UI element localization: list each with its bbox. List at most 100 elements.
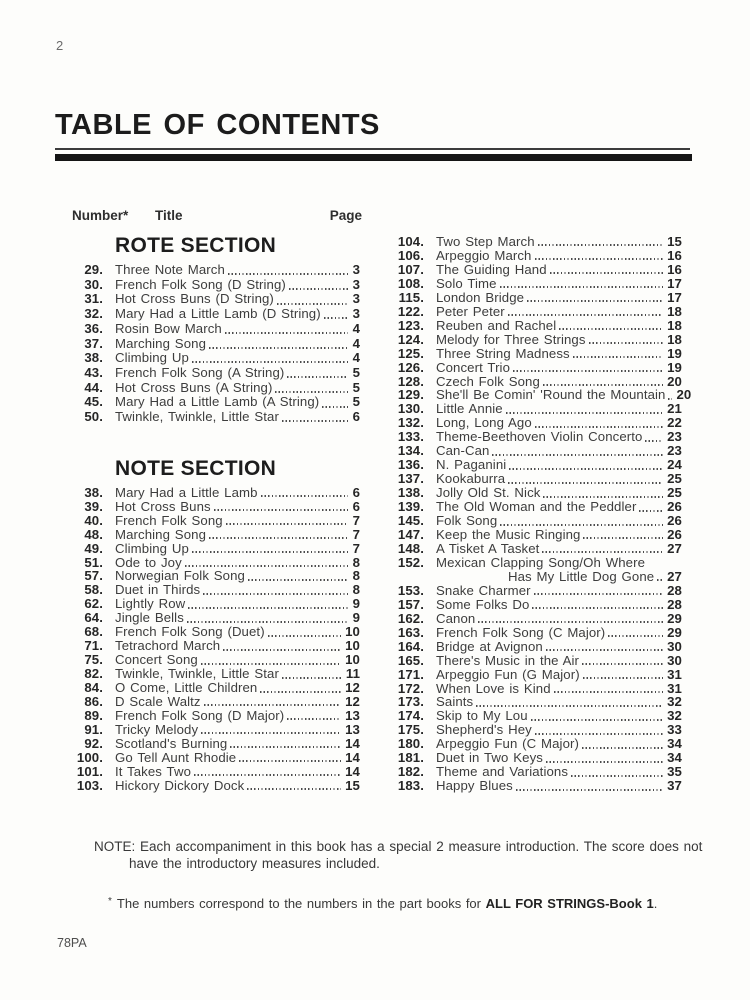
- entry-number: 130.: [397, 401, 424, 417]
- rote-section: ROTE SECTION 29. Three Note March 3 30. Fren…: [62, 234, 360, 425]
- toc-entry: 50. Twinkle, Twinkle, Little Star 6: [62, 409, 360, 425]
- toc-entry-continuation: Has My Little Dog Gone 27: [394, 568, 682, 584]
- entry-number: 174.: [397, 708, 424, 724]
- entry-page: 10: [345, 638, 360, 654]
- toc-entry: 157. Some Folks Do 28: [394, 596, 682, 612]
- entry-number: 124.: [397, 331, 424, 347]
- entry-page: 6: [352, 409, 360, 425]
- entry-page: 14: [345, 749, 360, 765]
- toc-entry: 104. Two Step March 15: [394, 235, 682, 249]
- entry-title: Mary Had a Little Lamb (A String): [115, 394, 320, 410]
- entry-title: Hot Cross Buns (A String): [115, 379, 273, 395]
- entry-title: Tricky Melody: [115, 721, 199, 737]
- toc-entry: 134. Can-Can 23: [394, 444, 682, 458]
- dotted-leader: [227, 273, 348, 276]
- toc-entry: 45. Mary Had a Little Lamb (A String) 5: [62, 395, 360, 410]
- entry-number: 104.: [397, 234, 424, 249]
- toc-entry: 58. Duet in Thirds 8: [62, 583, 360, 597]
- entry-title: Three String Madness: [436, 345, 570, 361]
- toc-entry: 126. Concert Trio 19: [394, 359, 682, 375]
- dotted-leader: [260, 690, 342, 693]
- entry-page: 28: [667, 596, 682, 612]
- dotted-leader: [508, 481, 664, 484]
- entry-page: 3: [352, 262, 360, 277]
- entry-title: Concert Song: [115, 652, 198, 668]
- dotted-leader: [582, 746, 664, 749]
- toc-entry: 49. Climbing Up 7: [62, 541, 360, 556]
- entry-number: 183.: [397, 778, 424, 794]
- entry-title: Twinkle, Twinkle, Little Star: [115, 409, 279, 425]
- entry-title: D Scale Waltz: [115, 694, 201, 710]
- dotted-leader: [275, 390, 348, 393]
- entry-title: Happy Blues: [436, 778, 513, 794]
- entry-title: Keep the Music Ringing: [436, 527, 581, 543]
- toc-entry: 40. French Folk Song 7: [62, 513, 360, 528]
- entry-page: 15: [345, 777, 360, 793]
- toc-entry: 62. Lightly Row 9: [62, 597, 360, 611]
- entry-title: Scotland's Burning: [115, 735, 228, 751]
- entry-number: 101.: [76, 763, 103, 779]
- entry-title: French Folk Song (D Major): [115, 707, 285, 723]
- toc-entry: 164. Bridge at Avignon 30: [394, 639, 682, 654]
- toc-entry: 36. Rosin Bow March 4: [62, 320, 360, 337]
- entry-number: 136.: [397, 457, 424, 473]
- toc-entry: 108. Solo Time 17: [394, 276, 682, 291]
- entry-number: 51.: [84, 554, 103, 570]
- entry-number: 62.: [84, 596, 103, 612]
- toc-entry: 38. Mary Had a Little Lamb 6: [62, 484, 360, 500]
- entry-number: 68.: [84, 624, 103, 640]
- entry-page: 4: [352, 320, 360, 336]
- footnote-book-title: ALL FOR STRINGS-Book 1: [485, 896, 654, 911]
- entry-page: 34: [667, 750, 682, 766]
- entry-page: 20: [667, 373, 682, 389]
- note-entry-list: 38. Mary Had a Little Lamb 6 39. Hot Cross B…: [62, 484, 360, 793]
- toc-entry: 147. Keep the Music Ringing 26: [394, 528, 682, 542]
- entry-page: 27: [667, 568, 682, 584]
- entry-number: 58.: [84, 582, 103, 598]
- dotted-leader: [188, 606, 348, 609]
- dotted-leader: [209, 537, 348, 540]
- toc-entry: 84. O Come, Little Children 12: [62, 681, 360, 695]
- entry-number: 89.: [84, 707, 103, 723]
- entry-page: 18: [667, 303, 682, 319]
- entry-title: Lightly Row: [115, 596, 186, 612]
- toc-entry: 174. Skip to My Lou 32: [394, 709, 682, 723]
- entry-page: 6: [352, 484, 360, 500]
- entry-page: 27: [667, 540, 682, 556]
- entry-page: 8: [352, 554, 360, 570]
- toc-entry: 38. Climbing Up 4: [62, 351, 360, 366]
- toc-entry: 183. Happy Blues 37: [394, 779, 682, 793]
- note-section-heading: NOTE SECTION: [115, 456, 277, 480]
- footnote-period: .: [653, 896, 658, 911]
- dotted-leader: [533, 593, 664, 596]
- entry-number: 153.: [397, 582, 424, 598]
- dotted-leader: [191, 361, 348, 364]
- entry-title: Norwegian Folk Song: [115, 568, 245, 584]
- note-text: NOTE: Each accompaniment in this book ha…: [94, 838, 702, 872]
- header-title: Title: [155, 208, 183, 223]
- entry-title: A Tisket A Tasket: [436, 540, 540, 556]
- entry-number: 129.: [397, 387, 424, 403]
- entry-title: Theme-Beethoven Violin Concerto: [436, 429, 643, 445]
- entry-page: 6: [352, 498, 360, 514]
- dotted-leader: [230, 746, 342, 749]
- dotted-leader: [583, 537, 664, 540]
- entry-title: Czech Folk Song: [436, 373, 540, 389]
- dotted-leader: [225, 523, 348, 526]
- toc-entry: 125. Three String Madness 19: [394, 345, 682, 361]
- toc-entry: 106. Arpeggio March 16: [394, 249, 682, 263]
- dotted-leader: [186, 620, 348, 623]
- entry-page: 16: [667, 247, 682, 263]
- entry-page: 19: [667, 359, 682, 375]
- toc-entry: 130. Little Annie 21: [394, 402, 682, 416]
- dotted-leader: [247, 788, 342, 791]
- entry-number: 91.: [84, 721, 103, 737]
- dotted-leader: [532, 607, 664, 610]
- entry-title: Can-Can: [436, 443, 490, 459]
- dotted-leader: [509, 467, 664, 470]
- toc-entry: 152. Mexican Clapping Song/Oh Where: [394, 555, 682, 570]
- toc-entry: 128. Czech Folk Song 20: [394, 373, 682, 389]
- entry-page: 17: [667, 289, 682, 305]
- note-section: NOTE SECTION 38. Mary Had a Little Lamb 6 3…: [62, 457, 360, 793]
- title-rule-thick: [55, 154, 692, 161]
